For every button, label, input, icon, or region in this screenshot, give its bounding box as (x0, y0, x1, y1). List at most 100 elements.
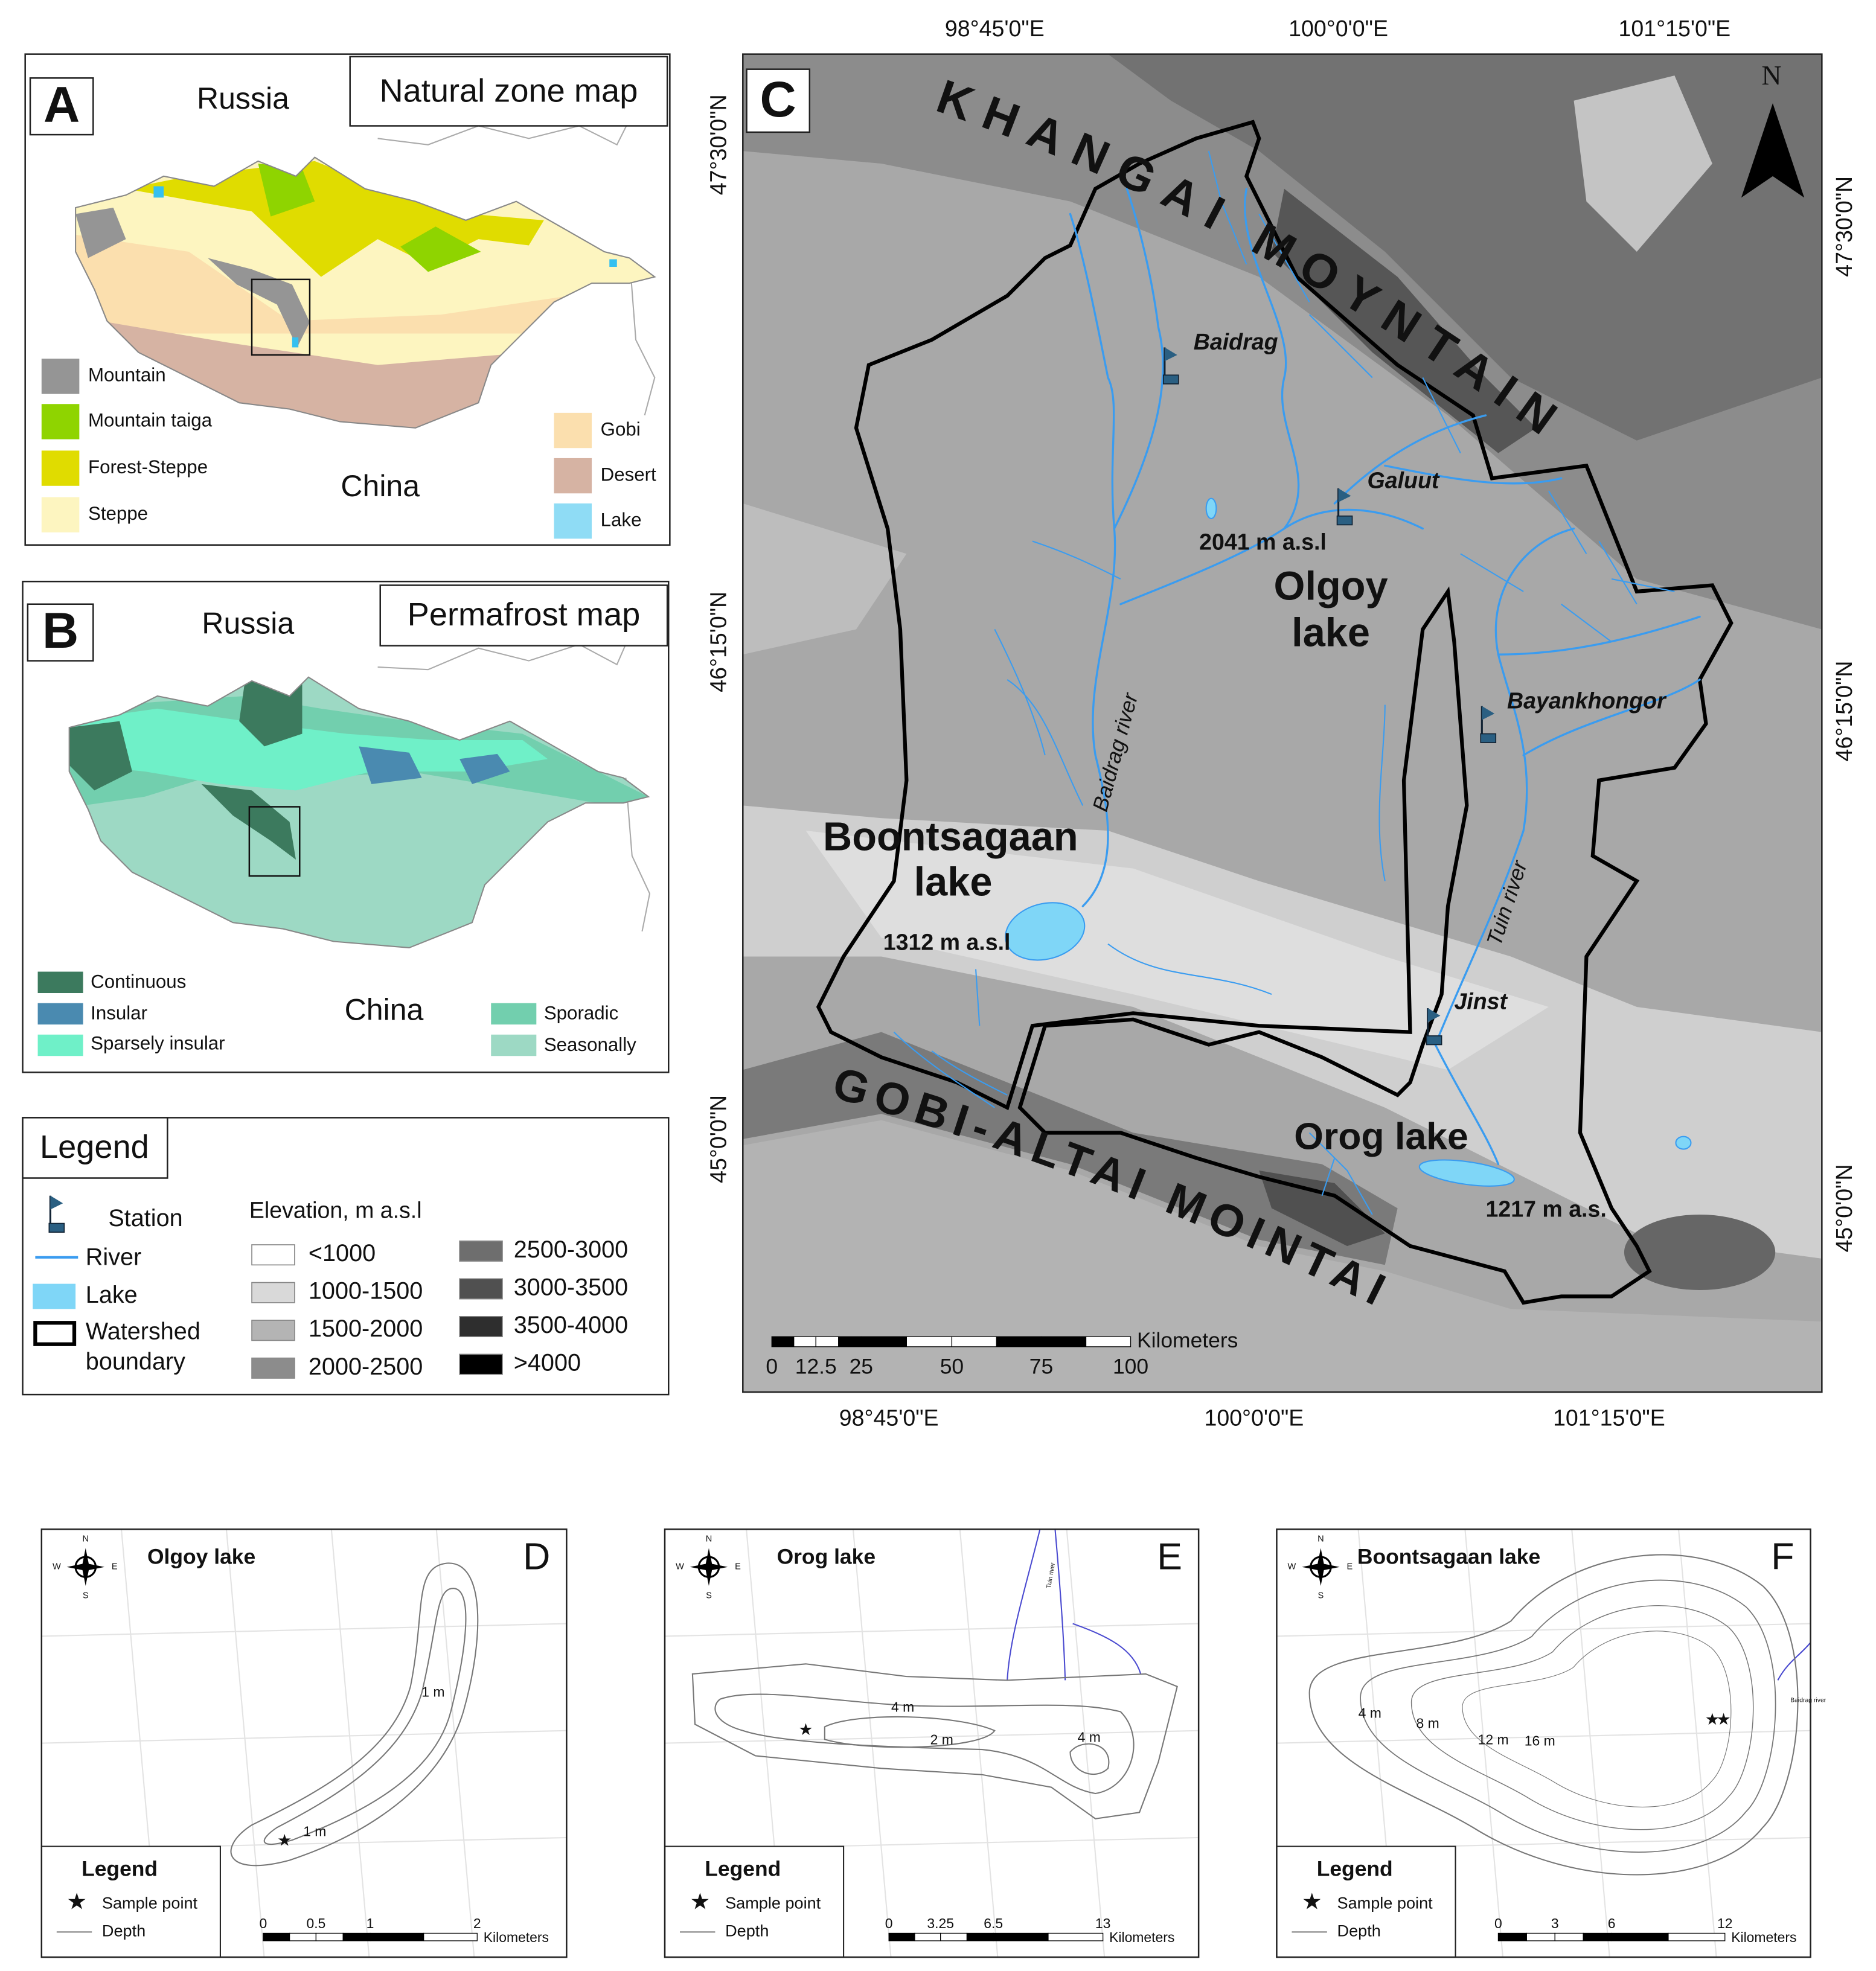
legend-label: Sample point (102, 1894, 198, 1912)
map-g: 98°45'0"E 100°0'0"E 101°15'0"E 98°45'0"E… (706, 16, 1857, 1431)
country-label: China (345, 993, 424, 1027)
map-rect (33, 1321, 77, 1346)
panel-label: C (760, 71, 796, 127)
scale-label: 12 (1717, 1915, 1733, 1931)
grid-line (225, 1529, 265, 1958)
map-polygon (743, 1120, 1822, 1392)
legend-label: 2500-3000 (514, 1236, 628, 1263)
legend-swatch (459, 1278, 503, 1300)
compass-label: N (1317, 1535, 1324, 1544)
scale-segment (996, 1336, 1042, 1347)
legend-label: Sporadic (544, 1003, 618, 1024)
elevation-label: 1217 m a.s. (1486, 1196, 1607, 1222)
lat-tick-label: 45°0'0"N (706, 1095, 731, 1183)
panel-frame (40, 1528, 568, 1958)
scale-segment (966, 1932, 994, 1941)
scale-segment (888, 1932, 915, 1941)
rivers (893, 150, 1701, 1215)
depth-label: 4 m (1078, 1729, 1101, 1745)
lake-label: Olgoy (1274, 564, 1388, 609)
map-path (1069, 212, 1116, 907)
map-ellipse (1624, 1214, 1776, 1291)
map-rect (41, 497, 80, 532)
scale-segment (906, 1336, 953, 1347)
legend-box (1276, 1845, 1456, 1958)
depth-contour (230, 1562, 479, 1867)
legend-label: Sparsely insular (91, 1033, 225, 1054)
panel-title: Boontsagaan lake (1357, 1545, 1540, 1569)
lake-label: Boontsagaan (823, 814, 1078, 859)
map-ellipse (1675, 1136, 1692, 1150)
legend-label: Insular (91, 1003, 147, 1024)
lat-tick-label: 46°15'0"N (1831, 661, 1857, 762)
scale-segment (289, 1932, 317, 1941)
depth-label: 1 m (303, 1824, 326, 1839)
legend-subtitle: Elevation, m a.s.l (249, 1198, 422, 1223)
depth-label: 4 m (1359, 1705, 1381, 1721)
map-rect (37, 971, 83, 994)
map-rect (27, 603, 94, 662)
legend-label: <1000 (309, 1240, 376, 1267)
map-polygon (459, 753, 510, 784)
map-polygon (258, 164, 315, 217)
legend-symbol: ★ (1302, 1888, 1322, 1914)
legend-label: Station (108, 1205, 182, 1231)
legend-swatch (251, 1282, 295, 1303)
station-label: Baidrag (1194, 329, 1278, 354)
lon-tick-label: 101°15'0"E (1553, 1405, 1665, 1431)
lon-tick-label: 98°45'0"E (839, 1405, 939, 1431)
scale-segment (838, 1336, 862, 1347)
scale-label: 0.5 (306, 1915, 325, 1931)
lon-tick-label: 98°45'0"E (945, 16, 1045, 41)
compass-label: E (1347, 1562, 1353, 1572)
north-label: N (1761, 60, 1781, 91)
elevation-legend: <1000 1000-1500 1500-2000 2000-2500 2500-300… (251, 1236, 628, 1380)
legend-label: >4000 (514, 1350, 581, 1376)
scale-segment (1611, 1932, 1669, 1941)
legend-title: Legend (40, 1129, 149, 1165)
scale-label: 75 (1029, 1355, 1053, 1379)
scale-segment (993, 1932, 1049, 1941)
scale-segment (315, 1932, 344, 1941)
lat-tick-label: 45°0'0"N (1831, 1164, 1857, 1253)
map-polygon (69, 721, 132, 791)
legend-swatch (251, 1357, 295, 1379)
legend-label: Seasonally (544, 1034, 636, 1055)
map-rect (37, 1003, 83, 1025)
depth-contour (691, 1663, 1178, 1819)
lake-panels: 1 m 1 m ★ N S W E Olgoy lake D Legend ★ Sample poin… (40, 1528, 1826, 1958)
map-rect (349, 56, 668, 127)
scale-label: 12.5 (795, 1355, 837, 1379)
panel-title: Orog lake (777, 1545, 876, 1569)
map-polygon (1272, 188, 1536, 453)
scale-segment (951, 1336, 997, 1347)
map-rect (29, 77, 94, 136)
map-path (893, 540, 1386, 1108)
lake-panel: 1 m 1 m ★ N S W E Olgoy lake D Legend ★ Sample poin… (40, 1528, 568, 1958)
lat-tick-label: 47°30'0"N (706, 94, 731, 195)
legend-label: Sample point (1337, 1894, 1433, 1912)
watershed-boundary (816, 120, 1734, 1305)
scale-label: 100 (1113, 1355, 1148, 1379)
map-path (1208, 150, 1675, 1215)
map-polygon (75, 232, 655, 334)
map-rect (554, 412, 592, 449)
legend-swatch (459, 1240, 503, 1262)
scale-bar: 0 3 6 12 (1494, 1915, 1733, 1941)
legend-label: Gobi (601, 418, 641, 439)
lon-tick-label: 100°0'0"E (1289, 16, 1388, 41)
station-label: Galuut (1368, 467, 1440, 493)
legend-title: Legend (82, 1857, 158, 1881)
scale-label: 6.5 (984, 1915, 1003, 1931)
map-polygon (743, 1032, 1398, 1265)
legend-symbol: ★ (66, 1888, 87, 1914)
map-rect (37, 1034, 83, 1056)
map-polygon (208, 258, 310, 348)
map-g (743, 54, 1822, 1392)
legend-label: Depth (102, 1921, 146, 1940)
compass (66, 1548, 105, 1586)
country-label: Russia (202, 606, 294, 640)
